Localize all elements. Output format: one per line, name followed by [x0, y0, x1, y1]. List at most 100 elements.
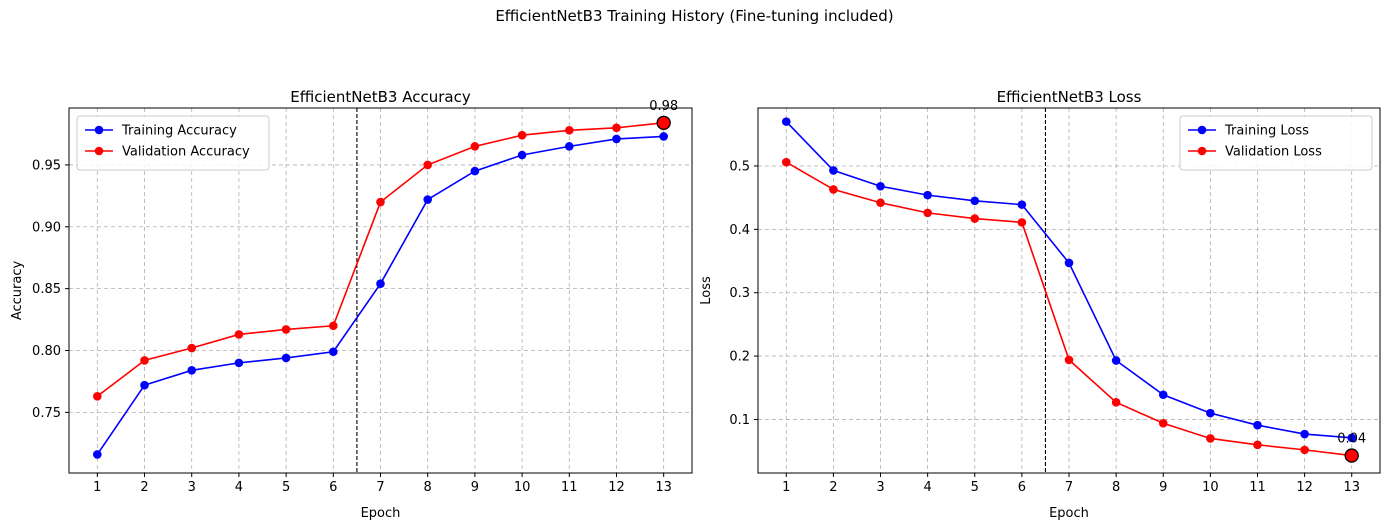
data-point: [376, 279, 385, 288]
data-point: [829, 166, 838, 175]
y-axis-label: Loss: [699, 276, 714, 305]
series-line-training: [96, 135, 664, 455]
x-tick-label: 8: [424, 480, 432, 495]
data-point: [1253, 420, 1262, 430]
accuracy-chart: 0.981 2 3 4 5 6 7 8 9 10 11 12 130.750.800.850.900.9…: [10, 88, 693, 521]
data-point: [1017, 200, 1027, 209]
data-point: [1206, 408, 1215, 418]
x-tick-label: 4: [923, 480, 931, 495]
data-point: [187, 366, 197, 375]
data-point: [423, 160, 432, 170]
legend-swatch-marker: [1197, 125, 1207, 135]
x-tick-label: 1: [93, 480, 101, 495]
data-point: [1253, 440, 1262, 450]
best-epoch-marker: [656, 115, 671, 130]
best-value-label: 0.98: [649, 99, 678, 114]
data-point: [517, 150, 527, 160]
legend-label: Training Accuracy: [121, 124, 237, 139]
loss-chart: 0.041 2 3 4 5 6 7 8 9 10 11 12 130.10.20.30.40.5Effi…: [699, 88, 1381, 521]
data-point: [923, 208, 932, 218]
legend-swatch-marker: [1197, 146, 1207, 156]
y-tick-label: 0.2: [729, 350, 750, 365]
data-point: [1111, 356, 1121, 365]
data-point: [612, 134, 621, 144]
data-point: [876, 181, 885, 191]
legend: Training Accuracy Validation Accuracy: [76, 115, 270, 171]
data-point: [376, 197, 385, 207]
data-point: [1064, 258, 1074, 268]
data-point: [970, 196, 980, 206]
data-point: [140, 380, 149, 390]
data-point: [781, 117, 791, 126]
data-point: [1347, 433, 1357, 443]
data-point: [187, 343, 197, 353]
y-tick-label: 0.95: [32, 158, 61, 173]
data-point: [970, 214, 980, 223]
data-point: [1064, 355, 1074, 365]
y-tick-label: 0.5: [729, 159, 750, 174]
x-tick-label: 7: [1065, 480, 1073, 495]
data-point: [281, 325, 291, 334]
data-point: [1300, 429, 1309, 439]
data-point: [329, 347, 338, 357]
x-tick-label: 8: [1112, 480, 1120, 495]
x-tick-label: 2: [829, 480, 837, 495]
x-tick-label: 4: [235, 480, 243, 495]
x-tick-label: 1: [782, 480, 790, 495]
data-point: [1017, 218, 1027, 227]
y-tick-label: 0.85: [32, 282, 61, 297]
data-point: [876, 198, 885, 208]
best-value-label: 0.04: [1337, 432, 1366, 447]
data-point: [140, 356, 149, 365]
data-point: [659, 132, 668, 141]
x-tick-label: 6: [1018, 480, 1026, 495]
x-tick-label: 13: [1343, 480, 1360, 495]
x-tick-label: 5: [971, 480, 979, 495]
data-point: [1111, 398, 1121, 407]
y-tick-label: 0.75: [32, 406, 61, 421]
data-point: [234, 330, 244, 339]
data-point: [281, 353, 291, 363]
x-tick-label: 6: [329, 480, 337, 495]
legend: Training Loss Validation Loss: [1179, 115, 1373, 171]
x-tick-label: 3: [876, 480, 884, 495]
x-axis-label: Epoch: [1049, 506, 1089, 521]
chart-title: EfficientNetB3 Accuracy: [290, 88, 471, 106]
y-tick-label: 0.3: [729, 286, 750, 301]
legend-label: Validation Loss: [1225, 145, 1322, 160]
x-tick-label: 9: [1159, 480, 1167, 495]
x-tick-label: 10: [514, 480, 531, 495]
data-point: [829, 185, 838, 194]
data-point: [1206, 434, 1215, 443]
data-point: [329, 321, 338, 331]
x-tick-label: 11: [1249, 480, 1266, 495]
x-tick-label: 9: [471, 480, 479, 495]
data-point: [1158, 390, 1168, 400]
data-point: [93, 450, 102, 459]
chart-title: EfficientNetB3 Loss: [997, 88, 1142, 106]
x-tick-label: 11: [561, 480, 578, 495]
data-point: [564, 142, 574, 151]
data-point: [470, 166, 480, 176]
y-tick-label: 0.1: [729, 413, 750, 428]
x-tick-label: 3: [188, 480, 196, 495]
data-point: [93, 391, 102, 401]
y-tick-label: 0.80: [32, 344, 61, 359]
data-point: [1300, 445, 1309, 455]
data-point: [612, 123, 621, 133]
x-tick-label: 13: [655, 480, 672, 495]
data-point: [234, 358, 244, 368]
x-tick-label: 5: [282, 480, 290, 495]
y-axis-label: Accuracy: [10, 261, 25, 321]
data-point: [564, 125, 574, 135]
x-tick-label: 10: [1202, 480, 1219, 495]
y-tick-label: 0.90: [32, 220, 61, 235]
data-point: [423, 195, 432, 204]
x-tick-label: 12: [608, 480, 625, 495]
data-point: [923, 190, 932, 200]
figure-title: EfficientNetB3 Training History (Fine-tu…: [495, 7, 894, 25]
legend-swatch-marker: [94, 146, 104, 156]
x-tick-label: 12: [1296, 480, 1313, 495]
legend-label: Training Loss: [1224, 124, 1309, 139]
